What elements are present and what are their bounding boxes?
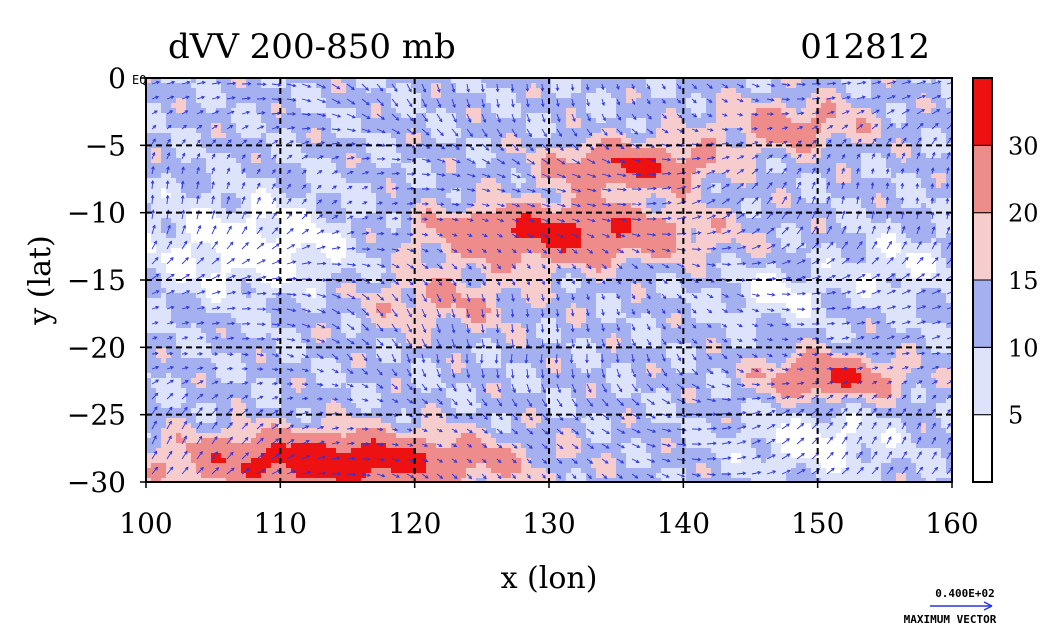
x-tick-label: 140	[657, 507, 710, 540]
chart-date-label: 012812	[800, 27, 930, 67]
y-axis-label: y (lat)	[23, 235, 58, 325]
y-tick-label: −20	[67, 331, 126, 364]
equator-label: EQ	[132, 73, 146, 87]
colorbar-swatch	[972, 144, 993, 214]
colorbar: 5 10 15 20 30	[972, 77, 1039, 483]
vector-legend-magnitude: 0.400E+02	[935, 587, 995, 600]
colorbar-frame	[972, 77, 993, 483]
x-tick-label: 100	[119, 507, 172, 540]
y-axis: 0 −5 −10 −15 −20 −25 −30	[67, 62, 146, 499]
colorbar-swatch	[972, 279, 993, 348]
vector-legend-arrowhead	[983, 601, 993, 611]
y-tick-label: −30	[67, 466, 126, 499]
y-tick-label: −5	[85, 129, 126, 162]
colorbar-swatch	[972, 414, 993, 483]
x-tick-label: 120	[388, 507, 441, 540]
colorbar-tick-label: 20	[1008, 200, 1039, 228]
x-axis-label: x (lon)	[501, 561, 598, 596]
colorbar-swatch	[972, 77, 993, 146]
colorbar-tick-label: 10	[1008, 334, 1039, 362]
vector-legend-label: MAXIMUM VECTOR	[904, 613, 997, 626]
wind-vectors	[150, 80, 952, 480]
vector-legend: 0.400E+02 MAXIMUM VECTOR	[904, 587, 997, 626]
x-tick-label: 160	[925, 507, 978, 540]
colorbar-tick-label: 30	[1008, 132, 1039, 160]
chart-title: dVV 200-850 mb	[168, 27, 456, 67]
grid-lines	[146, 78, 952, 482]
colorbar-swatch	[972, 346, 993, 416]
y-tick-label: −15	[67, 264, 126, 297]
contour-field	[146, 78, 952, 482]
colorbar-tick-label: 15	[1008, 267, 1039, 295]
y-tick-label: 0	[108, 62, 126, 95]
colorbar-swatch	[972, 212, 993, 281]
y-tick-label: −25	[67, 399, 126, 432]
x-tick-label: 150	[791, 507, 844, 540]
y-tick-label: −10	[67, 197, 126, 230]
x-axis: 100 110 120 130 140 150 160	[119, 482, 979, 540]
x-tick-label: 130	[522, 507, 575, 540]
x-tick-label: 110	[254, 507, 307, 540]
colorbar-tick-label: 5	[1008, 402, 1023, 430]
